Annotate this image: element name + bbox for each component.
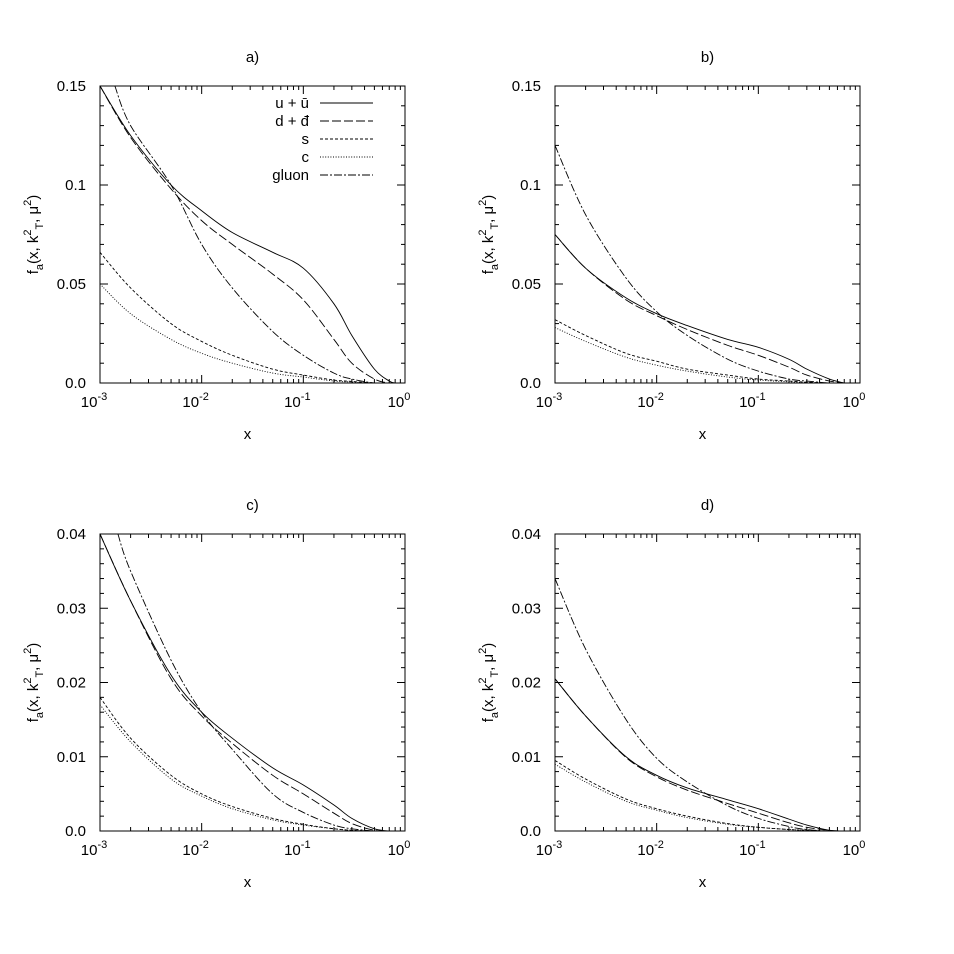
axis-ticks [554,533,860,832]
x-tick-label: 10-3 [81,839,107,859]
y-tick-label: 0.01 [57,749,86,766]
x-axis-label: x [244,874,252,891]
x-tick-label: 100 [843,391,866,411]
series-line-d [100,86,396,383]
y-tick-label: 0.0 [65,823,86,840]
y-tick-label: 0.15 [512,78,541,95]
y-tick-label: 0.1 [65,177,86,194]
x-axis-label: x [244,426,252,443]
x-tick-label: 10-1 [739,839,765,859]
chart-panel-3: 0.0 0.01 0.02 0.03 0.04 10-3 10-2 10-1 100 c) x fa(… [22,497,410,891]
x-tick-label: 10-3 [536,391,562,411]
x-axis-label: x [699,874,707,891]
legend-label: s [302,131,310,148]
series-line-gluon [117,534,390,831]
x-tick-label: 10-2 [182,839,208,859]
series-line-c [100,704,390,831]
y-tick-label: 0.03 [512,600,541,617]
chart-title: d) [701,497,714,514]
y-tick-label: 0.15 [57,78,86,95]
x-tick-label: 10-2 [182,391,208,411]
y-tick-label: 0.1 [520,177,541,194]
series-line-d [555,234,845,383]
series-line-u [555,678,845,831]
series-group [555,145,845,383]
series-line-c [100,283,390,383]
x-tick-label: 10-1 [284,391,310,411]
chart-title: c) [246,497,259,514]
series-line-s [555,760,845,831]
x-tick-label: 10-3 [81,391,107,411]
y-tick-label: 0.02 [512,675,541,692]
plot-frame [99,85,406,384]
series-line-d [100,534,390,831]
series-line-u [100,86,396,383]
x-tick-label: 100 [388,391,411,411]
series-line-s [100,252,390,383]
series-group [100,86,396,383]
y-tick-label: 0.02 [57,675,86,692]
plot-frame [554,533,861,832]
x-tick-label: 100 [843,839,866,859]
series-line-gluon [555,145,845,383]
series-line-c [555,327,845,383]
chart-panel-2: 0.0 0.05 0.1 0.15 10-3 10-2 10-1 100 b) x fa(x, k2… [477,49,865,443]
chart-title: a) [246,49,259,66]
y-axis-label: fa(x, k2T, μ2) [22,643,46,723]
y-tick-label: 0.04 [57,526,86,543]
series-group [555,578,845,831]
series-line-gluon [555,578,845,831]
x-tick-label: 10-1 [284,839,310,859]
series-group [100,534,390,831]
series-line-s [555,319,845,383]
axis-ticks [554,85,860,384]
x-tick-label: 10-2 [637,391,663,411]
series-line-s [100,697,390,831]
y-tick-label: 0.05 [57,276,86,293]
plot-frame [99,533,406,832]
y-tick-label: 0.03 [57,600,86,617]
chart-panel-4: 0.0 0.01 0.02 0.03 0.04 10-3 10-2 10-1 100 d) x fa(… [477,497,865,891]
series-line-c [555,763,845,831]
legend-label: c [302,149,310,166]
x-tick-label: 10-1 [739,391,765,411]
legend-label: u + ū [275,95,309,112]
plot-frame [554,85,861,384]
chart-title: b) [701,49,714,66]
y-axis-label: fa(x, k2T, μ2) [477,195,501,275]
axis-ticks [99,85,405,384]
y-axis-label: fa(x, k2T, μ2) [477,643,501,723]
series-line-u [100,534,390,831]
x-axis-label: x [699,426,707,443]
axis-ticks [99,533,405,832]
series-line-d [555,678,845,831]
y-tick-label: 0.01 [512,749,541,766]
y-tick-label: 0.0 [520,375,541,392]
x-tick-label: 10-3 [536,839,562,859]
y-axis-label: fa(x, k2T, μ2) [22,195,46,275]
legend-label: d + đ [275,113,309,130]
x-tick-label: 10-2 [637,839,663,859]
x-tick-label: 100 [388,839,411,859]
legend-label: gluon [272,167,309,184]
y-tick-label: 0.05 [512,276,541,293]
y-tick-label: 0.0 [65,375,86,392]
y-tick-label: 0.04 [512,526,541,543]
series-line-gluon [114,86,390,383]
chart-panel-1: 0.0 0.05 0.1 0.15 10-3 10-2 10-1 100 a) x fa(x, k2… [22,49,410,443]
series-line-u [555,234,845,383]
y-tick-label: 0.0 [520,823,541,840]
